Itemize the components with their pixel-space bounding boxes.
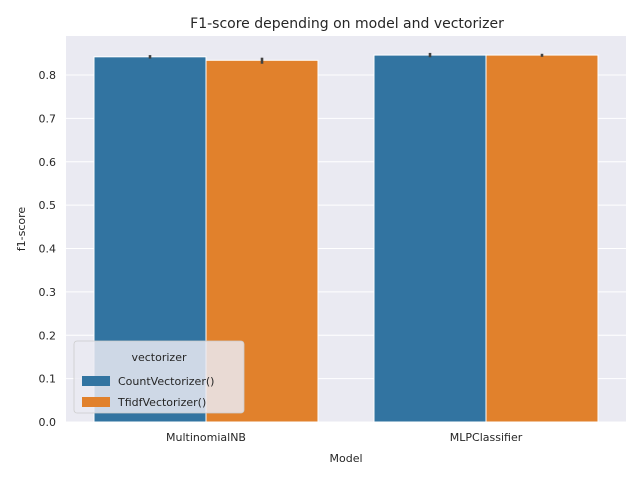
legend-swatch-countvectorizer [82,376,110,386]
y-axis-label: f1-score [15,207,28,252]
x-tick-label: MultinomialNB [166,431,246,444]
bar [373,54,487,423]
x-tick-label: MLPClassifier [450,431,523,444]
y-tick-label: 0.4 [39,243,57,256]
x-ticks: MultinomialNB MLPClassifier [166,431,523,444]
legend: vectorizer CountVectorizer() TfidfVector… [73,340,245,414]
chart-title: F1-score depending on model and vectoriz… [190,16,504,32]
error-bars [148,52,544,64]
y-ticks: 0.0 0.1 0.2 0.3 0.4 0.5 0.6 0.7 0.8 [39,69,57,429]
legend-label-countvectorizer: CountVectorizer() [118,375,214,388]
y-tick-label: 0.7 [39,112,57,125]
legend-box [73,340,245,414]
x-axis-label: Model [329,452,362,465]
legend-title: vectorizer [131,351,186,364]
y-tick-label: 0.3 [39,286,57,299]
legend-label-tfidfvectorizer: TfidfVectorizer() [117,396,206,409]
y-tick-label: 0.8 [39,69,57,82]
y-tick-label: 0.6 [39,156,57,169]
y-tick-label: 0.1 [39,373,57,386]
y-tick-label: 0.0 [39,416,57,429]
legend-swatch-tfidfvectorizer [82,397,110,407]
y-tick-label: 0.5 [39,199,57,212]
bar [485,54,599,423]
y-tick-label: 0.2 [39,329,57,342]
